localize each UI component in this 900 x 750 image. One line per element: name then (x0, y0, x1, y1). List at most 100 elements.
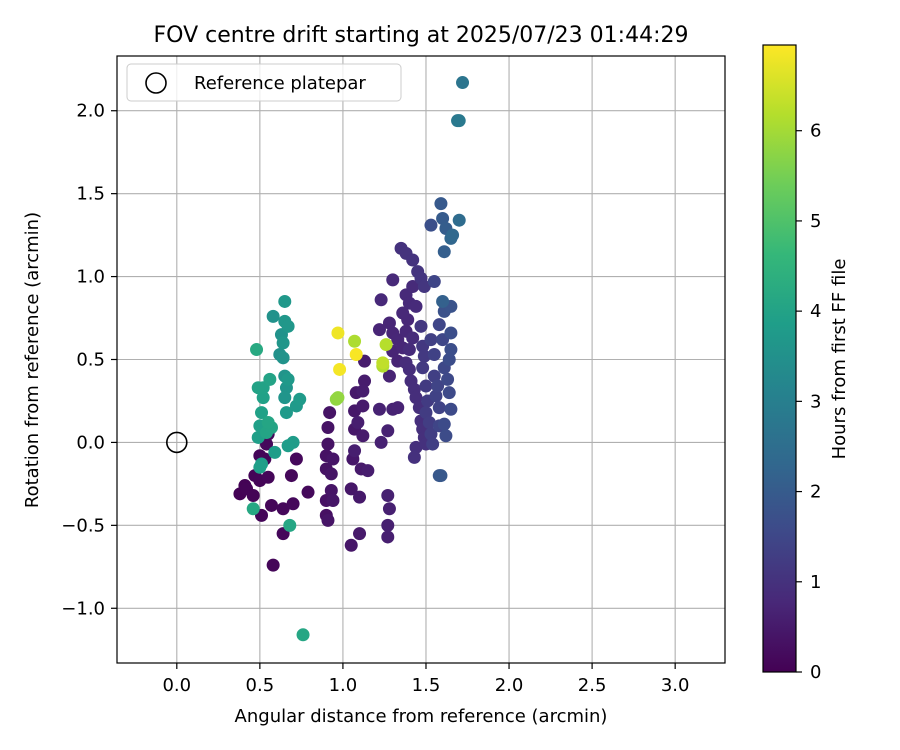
y-tick-label: 1.0 (76, 267, 105, 288)
scatter-point (263, 372, 277, 386)
colorbar-ticks: 0 1 2 3 4 5 6 (796, 121, 821, 683)
scatter-point (456, 76, 470, 90)
scatter-point (439, 429, 453, 443)
x-tick-label: 0.5 (246, 675, 275, 696)
scatter-point (436, 294, 450, 308)
scatter-point (356, 384, 370, 398)
scatter-point (278, 391, 292, 405)
scatter-point (344, 482, 358, 496)
y-tick-label: −1.0 (61, 598, 105, 619)
scatter-point (422, 416, 436, 430)
scatter-point (406, 253, 420, 267)
y-tick-label: 2.0 (76, 101, 105, 122)
scatter-point (324, 467, 338, 481)
scatter-point (431, 379, 445, 393)
scatter-point (409, 440, 423, 454)
x-tick-label: 2.0 (495, 675, 524, 696)
scatter-point (289, 452, 303, 466)
scatter-point (444, 343, 458, 357)
scatter-point (419, 379, 433, 393)
scatter-point (381, 424, 395, 438)
scatter-point (446, 228, 460, 242)
scatter-point (256, 391, 270, 405)
x-tick-label: 0.0 (162, 675, 191, 696)
colorbar-tick-label: 1 (810, 572, 821, 593)
scatter-point (434, 197, 448, 211)
scatter-point (266, 558, 280, 572)
scatter-point (381, 488, 395, 502)
scatter-point (333, 362, 347, 376)
colorbar-tick-label: 4 (810, 301, 821, 322)
colorbar-tick-label: 2 (810, 482, 821, 503)
reference-platepar-marker (166, 431, 188, 454)
scatter-point (427, 348, 441, 362)
scatter-point (353, 527, 367, 541)
scatter-point (441, 372, 455, 386)
scatter-point (323, 406, 337, 420)
scatter-point (432, 401, 446, 415)
scatter-point (382, 369, 396, 383)
y-tick-label: 0.0 (76, 432, 105, 453)
scatter-point (349, 348, 363, 362)
x-tick-label: 3.0 (661, 675, 690, 696)
legend: Reference platepar (126, 63, 402, 102)
scatter-point (417, 349, 431, 363)
colorbar-tick-label: 6 (810, 121, 821, 142)
scatter-point (253, 460, 267, 474)
scatter-point (356, 429, 370, 443)
scatter-point (278, 294, 292, 308)
scatter-point (409, 391, 423, 405)
scatter-point (381, 530, 395, 544)
scatter-point (296, 628, 310, 642)
chart-title: FOV centre drift starting at 2025/07/23 … (154, 23, 689, 48)
scatter-point (437, 417, 451, 431)
scatter-point (452, 114, 466, 128)
scatter-point (348, 444, 362, 458)
grid (117, 56, 725, 663)
scatter-point (442, 353, 456, 366)
scatter-point (331, 391, 345, 405)
x-axis-ticks: 0.0 0.5 1.0 1.5 2.0 2.5 3.0 (162, 663, 689, 696)
scatter-point (264, 498, 278, 512)
legend-entry-reference-platepar: Reference platepar (194, 73, 366, 94)
y-tick-label: 1.5 (76, 184, 105, 205)
scatter-point (402, 343, 416, 357)
scatter-point (452, 213, 466, 227)
x-axis-label: Angular distance from reference (arcmin) (235, 706, 608, 727)
scatter-point (361, 464, 375, 478)
scatter-point (379, 338, 393, 352)
scatter-point (372, 402, 386, 416)
colorbar-tick-label: 0 (810, 662, 821, 683)
scatter-point (436, 212, 450, 226)
scatter-point (261, 470, 275, 484)
scatter-point (434, 469, 448, 483)
scatter-point (374, 293, 388, 307)
scatter-point (444, 326, 458, 340)
scatter-point (374, 435, 388, 449)
y-axis-ticks: −1.0 −0.5 0.0 0.5 1.0 1.5 2.0 (61, 101, 117, 619)
scatter-point (255, 406, 269, 420)
scatter-point (266, 309, 280, 323)
scatter-point (407, 450, 421, 464)
scatter-point (281, 439, 295, 453)
scatter-point (426, 437, 440, 451)
legend-box (126, 63, 402, 102)
plot-area (116, 55, 726, 664)
scatter-point (276, 351, 290, 365)
scatter-point (246, 502, 260, 516)
scatter-point (416, 361, 430, 375)
scatter-point (250, 343, 264, 357)
scatter-point (331, 326, 345, 340)
scatter-point (246, 488, 260, 502)
scatter-point (417, 280, 431, 294)
scatter-point (321, 421, 335, 434)
scatter-point (276, 502, 290, 516)
y-tick-label: 0.5 (76, 350, 105, 371)
scatter-point (437, 245, 451, 259)
scatter-point (356, 399, 370, 413)
scatter-point (386, 273, 400, 287)
scatter-point (372, 323, 386, 337)
colorbar-gradient (762, 44, 797, 673)
colorbar-tick-label: 5 (810, 211, 821, 232)
